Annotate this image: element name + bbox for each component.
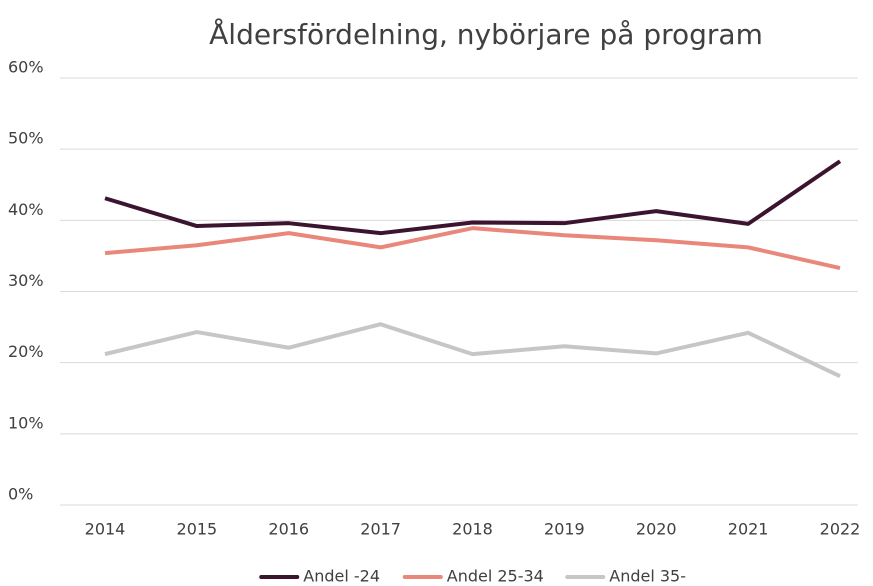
legend-label: Andel 35-: [609, 567, 686, 586]
series-line: [104, 159, 842, 236]
y-tick-label: 20%: [8, 342, 44, 361]
x-tick-label: 2014: [85, 520, 126, 539]
y-tick-label: 50%: [8, 129, 44, 148]
y-tick-label: 30%: [8, 271, 44, 290]
chart-title: Åldersfördelning, nybörjare på program: [209, 17, 763, 51]
series-line: [104, 322, 841, 378]
series-line: [104, 226, 841, 270]
x-tick-label: 2017: [360, 520, 401, 539]
x-tick-label: 2016: [268, 520, 309, 539]
x-tick-label: 2018: [452, 520, 493, 539]
legend-label: Andel -24: [303, 567, 380, 586]
x-tick-label: 2020: [636, 520, 677, 539]
x-tick-label: 2019: [544, 520, 585, 539]
x-tick-label: 2022: [820, 520, 861, 539]
x-tick-label: 2015: [177, 520, 218, 539]
legend-label: Andel 25-34: [447, 567, 544, 586]
y-tick-label: 10%: [8, 413, 44, 432]
x-tick-label: 2021: [728, 520, 769, 539]
y-tick-label: 0%: [8, 485, 33, 504]
y-tick-label: 40%: [8, 200, 44, 219]
y-tick-label: 60%: [8, 58, 44, 77]
